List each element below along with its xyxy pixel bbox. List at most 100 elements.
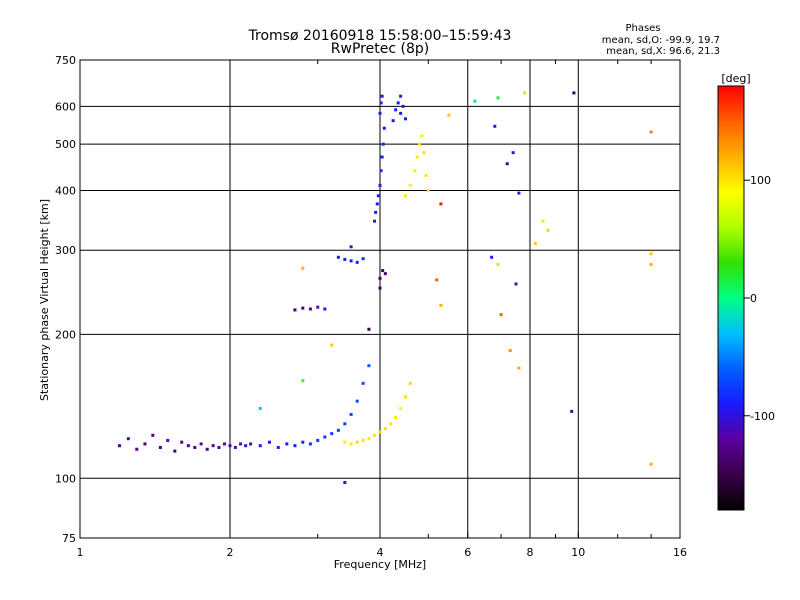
colorbar-tick-label: -100 [750,410,775,423]
data-point [349,259,353,263]
data-point [343,440,347,444]
data-point [378,286,382,290]
x-tick-label: 6 [464,546,471,559]
data-point [408,381,412,385]
data-point [424,173,428,177]
plot-frame [79,59,681,539]
data-point [380,155,384,159]
data-point [233,445,237,449]
data-point [379,101,383,105]
data-point [355,440,359,444]
data-point [367,437,371,441]
data-point [205,447,209,451]
data-point [413,169,417,173]
data-point [439,202,443,206]
data-point [379,169,383,173]
x-axis-label: Frequency [MHz] [334,558,426,571]
data-point [391,119,395,123]
data-point [349,442,353,446]
data-point [151,433,155,437]
data-point [649,263,653,267]
data-point [355,260,359,264]
data-point [217,445,221,449]
data-point [415,155,419,159]
data-point [399,406,403,410]
data-point [349,245,353,249]
data-point [336,255,340,259]
data-point [514,282,518,286]
data-point [533,241,537,245]
data-point [135,447,139,451]
y-tick-label: 300 [55,244,76,257]
data-point [336,428,340,432]
data-point [239,442,243,446]
colorbar-ticks: 100 0 -100 [744,174,775,423]
data-point [374,210,378,214]
data-point [355,399,359,403]
y-tick-label: 600 [55,100,76,113]
data-point [490,255,494,259]
data-point [323,435,327,439]
data-point [316,305,320,309]
data-point [301,306,305,310]
data-point [403,117,407,121]
x-tick-label: 8 [527,546,534,559]
x-tick-label: 1 [77,546,84,559]
axis-ticks: 1 2 4 6 8 10 16 75 100 200 300 400 500 600 750 [55,54,687,559]
data-point [505,162,509,166]
data-point [378,430,382,434]
x-tick-label: 10 [571,546,585,559]
colorbar [717,85,745,511]
data-point [343,422,347,426]
data-point [228,444,232,448]
data-point [439,303,443,307]
data-point [649,462,653,466]
data-point [523,91,527,95]
data-point [301,379,305,383]
data-point [375,202,379,206]
data-point [166,438,170,442]
x-tick-label: 4 [377,546,384,559]
data-point [330,343,334,347]
data-point [382,126,386,130]
data-point [517,191,521,195]
data-point [511,151,515,155]
data-point [420,134,424,138]
y-tick-label: 500 [55,138,76,151]
data-point [417,142,421,146]
data-point [572,91,576,95]
data-point [649,252,653,256]
data-point [316,438,320,442]
data-point [276,445,280,449]
y-axis-label: Stationary phase Virtual Height [km] [38,199,51,401]
data-point [258,406,262,410]
data-point [570,409,574,413]
data-point [285,442,289,446]
data-point [211,444,215,448]
data-point [473,99,477,103]
data-point [349,412,353,416]
data-point [399,111,403,115]
data-point [378,111,382,115]
phases-line-x: mean, sd,X: 96.6, 21.3 [606,46,720,57]
data-point [293,444,297,448]
chart-title: Tromsø 20160918 15:58:00–15:59:43 [248,28,512,44]
data-point [258,444,262,448]
colorbar-tick-label: 0 [750,292,757,305]
data-point [173,449,177,453]
data-point [426,188,430,192]
data-point [383,272,387,276]
data-point [499,313,503,317]
y-tick-label: 75 [62,532,76,545]
data-point [394,108,398,112]
data-point [373,433,377,437]
data-point [244,444,248,448]
data-point [199,442,203,446]
data-point [381,142,385,146]
data-point [381,269,385,273]
phases-line-o: mean, sd,O: -99.9, 19.7 [602,35,720,46]
data-point [546,228,550,232]
data-point [308,442,312,446]
data-point [401,104,405,108]
data-point [361,257,365,261]
